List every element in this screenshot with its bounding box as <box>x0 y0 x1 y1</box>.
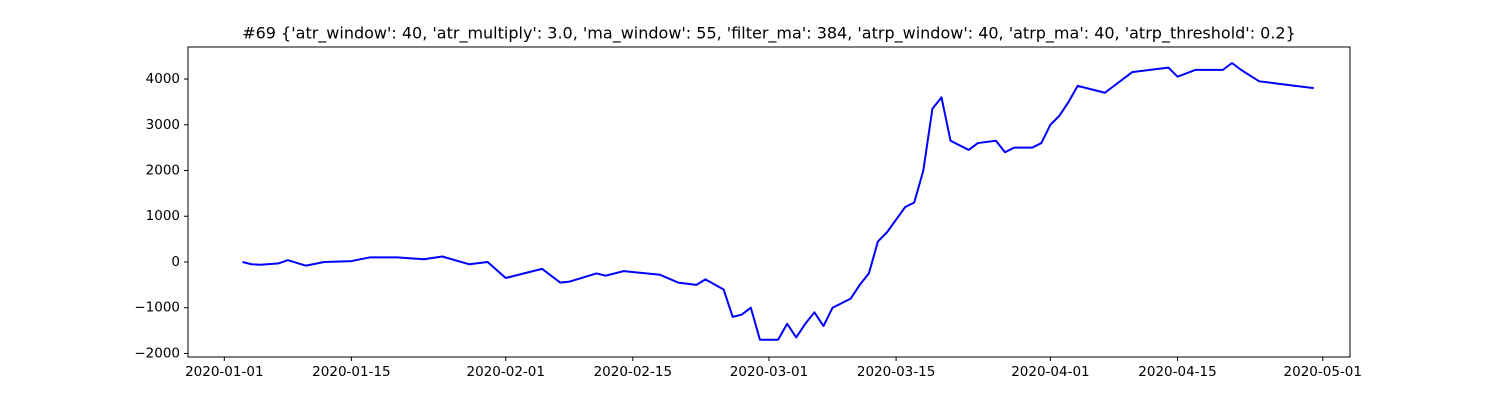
x-tick-label: 2020-04-15 <box>1138 364 1216 380</box>
x-tick-label: 2020-01-15 <box>312 364 390 380</box>
y-tick-label: 0 <box>171 254 180 270</box>
chart-title: #69 {'atr_window': 40, 'atr_multiply': 3… <box>242 24 1296 44</box>
y-tick-label: 4000 <box>146 71 180 87</box>
x-tick-label: 2020-05-01 <box>1284 364 1362 380</box>
x-tick-label: 2020-03-01 <box>730 364 808 380</box>
x-tick-label: 2020-03-15 <box>857 364 935 380</box>
plot-frame <box>187 46 1351 358</box>
x-tick-label: 2020-02-15 <box>594 364 672 380</box>
y-tick-label: 2000 <box>146 163 180 179</box>
y-tick-label: 1000 <box>146 208 180 224</box>
x-tick-label: 2020-01-01 <box>185 364 263 380</box>
y-tick-label: −1000 <box>134 300 180 316</box>
y-tick-label: −2000 <box>134 345 180 361</box>
x-tick-label: 2020-04-01 <box>1011 364 1089 380</box>
x-tick-label: 2020-02-01 <box>467 364 545 380</box>
y-tick-label: 3000 <box>146 117 180 133</box>
line-series <box>242 62 1314 341</box>
